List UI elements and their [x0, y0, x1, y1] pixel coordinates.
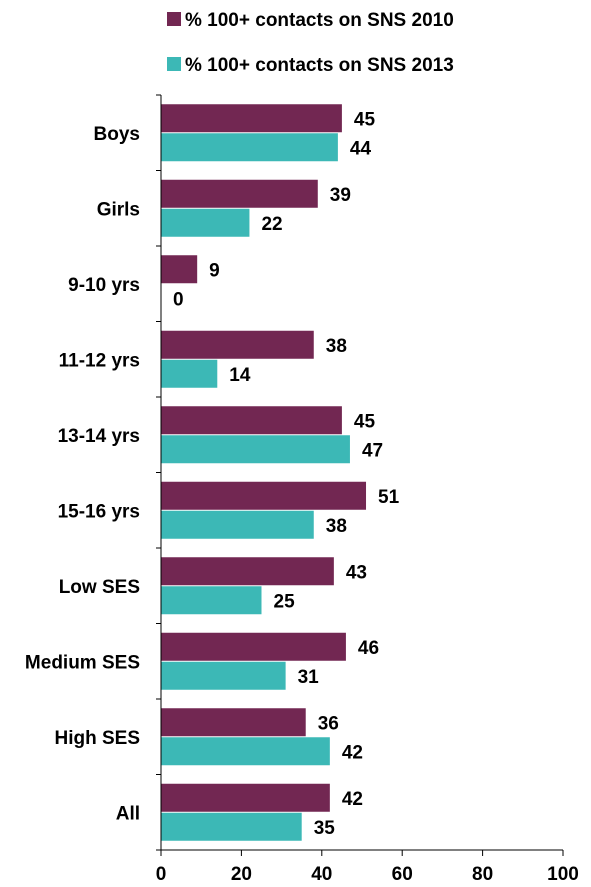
bar-boys-series-2 — [161, 133, 338, 162]
x-tick-label-20: 20 — [231, 864, 252, 885]
category-label-13-14-yrs: 13-14 yrs — [58, 426, 140, 447]
x-tick-label-0: 0 — [156, 864, 167, 885]
category-label-girls: Girls — [97, 199, 140, 220]
value-label-13-14-yrs-series-1: 45 — [354, 411, 376, 432]
bar-13-14-yrs-series-1 — [161, 406, 342, 435]
bar-high-ses-series-2 — [161, 737, 330, 766]
x-tick-label-60: 60 — [392, 864, 413, 885]
category-label-15-16-yrs: 15-16 yrs — [58, 501, 140, 522]
value-label-13-14-yrs-series-2: 47 — [362, 440, 383, 461]
category-group-boys: Boys 45 44 — [94, 104, 376, 162]
bar-15-16-yrs-series-1 — [161, 481, 367, 510]
value-label-high-ses-series-2: 42 — [342, 742, 363, 763]
category-group-girls: Girls 39 22 — [97, 179, 351, 237]
value-label-11-12-yrs-series-2: 14 — [229, 365, 251, 386]
value-label-all-series-2: 35 — [314, 818, 336, 839]
value-label-medium-ses-series-1: 46 — [358, 638, 379, 659]
value-label-11-12-yrs-series-1: 38 — [326, 336, 347, 357]
category-group-13-14-yrs: 13-14 yrs 45 47 — [58, 406, 383, 464]
category-group-11-12-yrs: 11-12 yrs 38 14 — [59, 330, 347, 388]
value-label-low-ses-series-1: 43 — [346, 562, 367, 583]
category-group-15-16-yrs: 15-16 yrs 51 38 — [58, 481, 400, 539]
value-label-boys-series-2: 44 — [350, 138, 372, 159]
category-label-low-ses: Low SES — [59, 577, 140, 598]
category-label-9-10-yrs: 9-10 yrs — [68, 275, 140, 296]
legend-label-2: % 100+ contacts on SNS 2013 — [185, 55, 454, 76]
bar-medium-ses-series-1 — [161, 632, 346, 661]
bar-15-16-yrs-series-2 — [161, 510, 314, 539]
category-group-9-10-yrs: 9-10 yrs 9 0 — [68, 255, 220, 310]
legend-swatch-1 — [167, 12, 181, 26]
category-label-high-ses: High SES — [54, 728, 140, 749]
value-label-girls-series-2: 22 — [261, 214, 282, 235]
bar-girls-series-1 — [161, 179, 318, 208]
value-label-15-16-yrs-series-2: 38 — [326, 516, 347, 537]
legend-entry-1: % 100+ contacts on SNS 2010 — [167, 10, 454, 31]
legend: % 100+ contacts on SNS 2010 % 100+ contac… — [167, 10, 454, 76]
legend-swatch-2 — [167, 57, 181, 71]
value-label-9-10-yrs-series-2: 0 — [173, 289, 184, 310]
category-group-low-ses: Low SES 43 25 — [59, 557, 367, 615]
bar-9-10-yrs-series-1 — [161, 255, 198, 284]
bar-low-ses-series-2 — [161, 586, 262, 615]
bars: Boys 45 44 Girls 39 22 9-10 yrs 9 0 11-12 yrs 38 14… — [25, 104, 400, 841]
bar-high-ses-series-1 — [161, 708, 306, 737]
value-label-high-ses-series-1: 36 — [318, 713, 339, 734]
x-tick-label-80: 80 — [472, 864, 493, 885]
value-label-low-ses-series-2: 25 — [274, 591, 296, 612]
value-label-medium-ses-series-2: 31 — [298, 667, 320, 688]
bar-11-12-yrs-series-2 — [161, 359, 218, 388]
legend-label-1: % 100+ contacts on SNS 2010 — [185, 10, 454, 31]
value-label-girls-series-1: 39 — [330, 185, 351, 206]
bar-boys-series-1 — [161, 104, 342, 133]
bar-all-series-1 — [161, 783, 330, 812]
bar-all-series-2 — [161, 812, 302, 841]
category-label-medium-ses: Medium SES — [25, 652, 140, 673]
bar-11-12-yrs-series-1 — [161, 330, 314, 359]
bar-girls-series-2 — [161, 208, 250, 237]
x-tick-label-100: 100 — [547, 864, 579, 885]
value-label-9-10-yrs-series-1: 9 — [209, 260, 220, 281]
category-group-medium-ses: Medium SES 46 31 — [25, 632, 379, 690]
bar-13-14-yrs-series-2 — [161, 435, 350, 464]
value-label-all-series-1: 42 — [342, 789, 363, 810]
bar-medium-ses-series-2 — [161, 661, 286, 690]
category-label-11-12-yrs: 11-12 yrs — [59, 350, 140, 371]
bar-low-ses-series-1 — [161, 557, 334, 586]
value-label-boys-series-1: 45 — [354, 109, 376, 130]
category-group-all: All 42 35 — [116, 783, 363, 841]
axes: 0 20 40 60 80 100 — [156, 94, 579, 885]
value-label-15-16-yrs-series-1: 51 — [378, 487, 400, 508]
category-label-all: All — [116, 803, 140, 824]
legend-entry-2: % 100+ contacts on SNS 2013 — [167, 55, 454, 76]
category-label-boys: Boys — [94, 124, 140, 145]
x-tick-label-40: 40 — [311, 864, 332, 885]
